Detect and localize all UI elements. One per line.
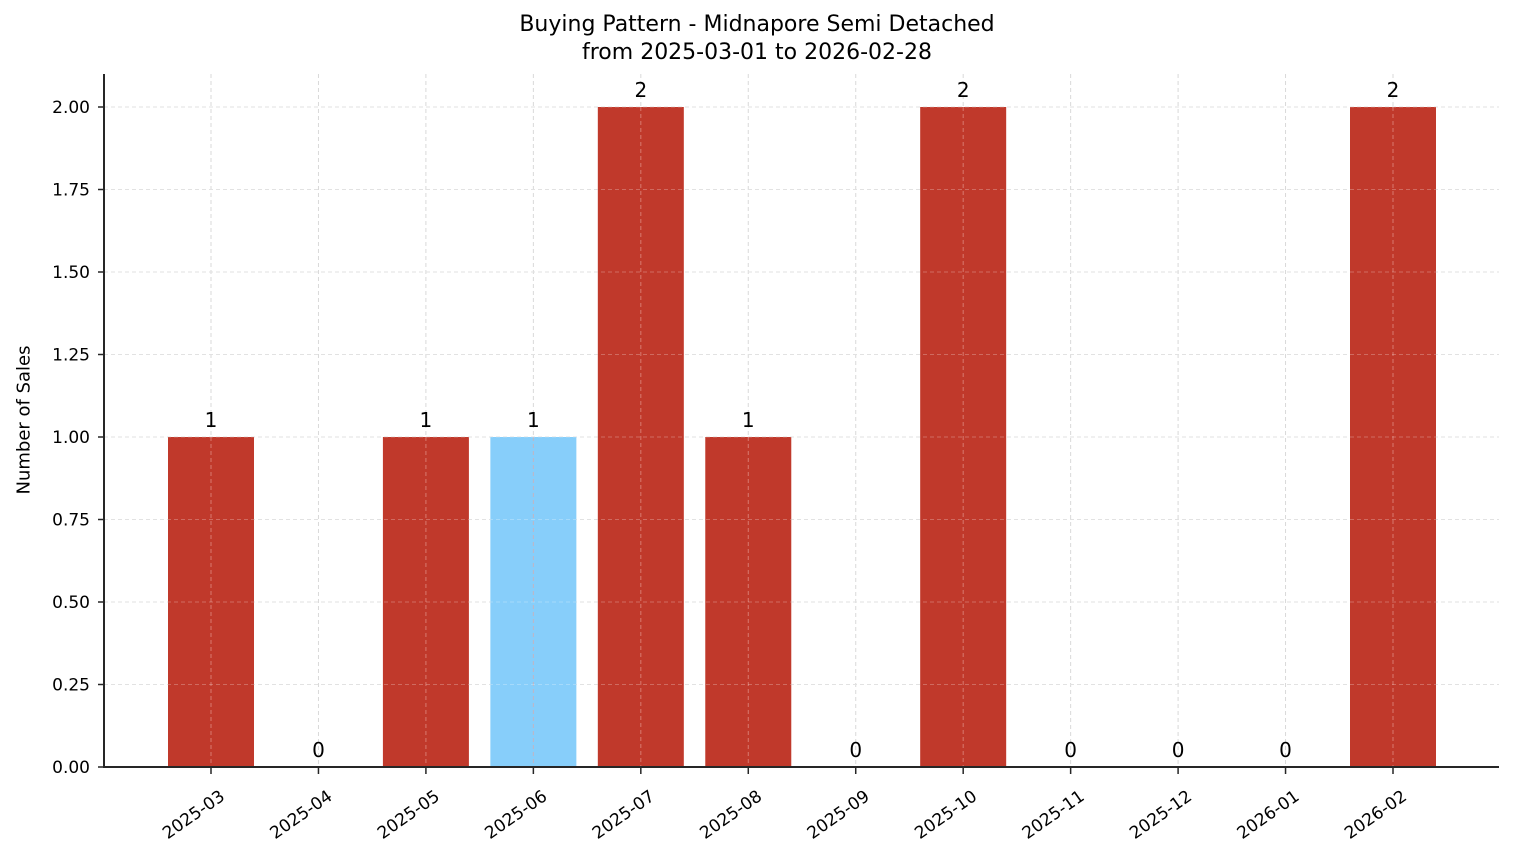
x-tick-label: 2025-12 — [1126, 787, 1196, 844]
x-tick-label: 2025-03 — [159, 787, 229, 844]
data-labels: 1 0 1 1 2 1 0 2 0 0 0 2 — [205, 78, 1400, 762]
y-tick-label: 1.25 — [52, 346, 90, 366]
data-label: 0 — [1064, 738, 1077, 762]
x-tick-label: 2025-08 — [696, 787, 766, 844]
x-tick-label: 2025-07 — [589, 787, 659, 844]
data-label: 1 — [420, 408, 433, 432]
data-label: 1 — [527, 408, 540, 432]
y-tick-label: 1.00 — [52, 428, 90, 448]
x-tick-label: 2025-09 — [804, 787, 874, 844]
y-tick-label: 1.50 — [52, 263, 90, 283]
gridlines — [104, 74, 1499, 768]
data-label: 1 — [205, 408, 218, 432]
data-label: 2 — [1387, 78, 1400, 102]
x-tick-label: 2025-04 — [267, 787, 337, 844]
data-label: 0 — [849, 738, 862, 762]
data-label: 2 — [634, 78, 647, 102]
chart-subtitle: from 2025-03-01 to 2026-02-28 — [582, 40, 932, 65]
y-tick-label: 0.50 — [52, 593, 90, 613]
x-tick-label: 2025-10 — [911, 787, 981, 844]
y-tick-label: 0.25 — [52, 676, 90, 696]
data-label: 0 — [312, 738, 325, 762]
x-tick-label: 2025-11 — [1019, 787, 1089, 844]
x-tick-label: 2026-02 — [1341, 787, 1411, 844]
x-tick-label: 2026-01 — [1234, 787, 1304, 844]
x-tick-label: 2025-06 — [481, 787, 551, 844]
y-tick-label: 0.00 — [52, 758, 90, 778]
data-label: 1 — [742, 408, 755, 432]
x-tick-label: 2025-05 — [374, 787, 444, 844]
data-label: 0 — [1279, 738, 1292, 762]
data-label: 2 — [957, 78, 970, 102]
y-tick-label: 2.00 — [52, 98, 90, 118]
chart-title: Buying Pattern - Midnapore Semi Detached — [519, 12, 995, 37]
y-tick-label: 0.75 — [52, 511, 90, 531]
data-label: 0 — [1172, 738, 1185, 762]
bars — [104, 106, 1499, 767]
y-tick-label: 1.75 — [52, 181, 90, 201]
